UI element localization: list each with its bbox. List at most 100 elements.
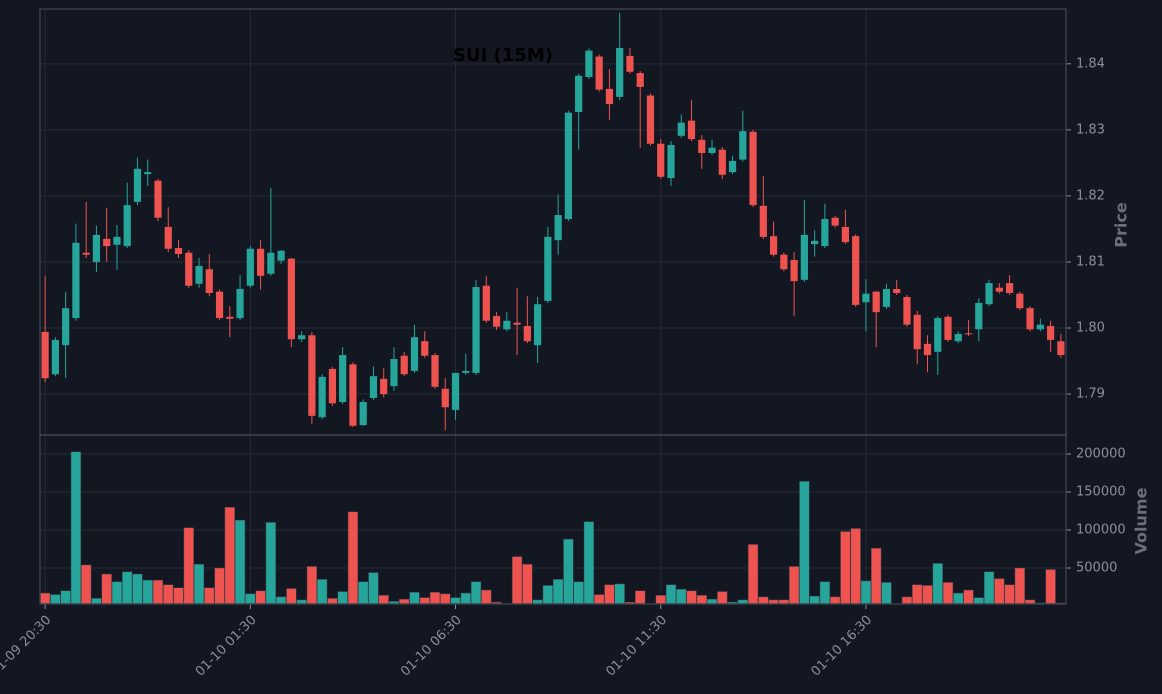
volume-bar xyxy=(655,595,666,605)
candle-body xyxy=(626,55,634,72)
candle-body xyxy=(339,355,347,402)
candle-body xyxy=(769,236,778,255)
candle-body xyxy=(821,219,829,247)
y-tick-label: 1.83 xyxy=(1076,122,1105,137)
y-tick-label: 1.81 xyxy=(1076,254,1105,269)
volume-bar xyxy=(850,528,861,605)
candle-body xyxy=(749,131,757,206)
volume-bar xyxy=(440,593,451,605)
volume-bar xyxy=(542,585,554,605)
volume-bar xyxy=(676,589,687,605)
candle-body xyxy=(708,147,716,153)
y-axis-label: Price xyxy=(1112,202,1131,248)
y-tick-label: 1.82 xyxy=(1076,188,1105,203)
candle-body xyxy=(944,316,952,340)
candle-body xyxy=(1047,326,1055,340)
candle-body xyxy=(492,316,501,327)
volume-bar xyxy=(583,521,595,605)
volume-bar xyxy=(563,538,574,605)
candle-body xyxy=(174,248,183,255)
volume-bar xyxy=(358,581,369,605)
candle-body xyxy=(790,259,798,282)
volume-bar xyxy=(173,587,184,605)
volume-bar xyxy=(91,598,102,605)
volume-bar xyxy=(265,522,277,605)
candle-body xyxy=(195,265,203,284)
volume-bar xyxy=(953,592,964,605)
candle-body xyxy=(687,120,696,140)
y-tick-label: 1.80 xyxy=(1076,321,1105,336)
candle-body xyxy=(133,168,142,202)
candle-body xyxy=(667,145,675,179)
candle-body xyxy=(144,172,152,175)
candle-body xyxy=(1036,324,1044,330)
volume-bar xyxy=(152,579,164,605)
volume-bar xyxy=(214,567,225,605)
volume-bar xyxy=(994,578,1005,605)
volume-bar xyxy=(255,590,266,605)
volume-bar xyxy=(245,593,256,605)
candle-body xyxy=(51,339,59,375)
candle-body xyxy=(646,95,655,144)
candle-body xyxy=(62,308,70,346)
candle-body xyxy=(759,205,767,237)
volume-bar xyxy=(275,596,287,605)
volume-panel-frame xyxy=(39,434,1067,605)
candle-body xyxy=(421,341,429,356)
candle-body xyxy=(739,131,747,160)
candle-body xyxy=(872,291,880,313)
candle-body xyxy=(103,238,111,247)
volume-bar xyxy=(922,585,933,605)
volume-bar xyxy=(183,527,194,605)
volume-bar xyxy=(860,580,872,605)
candle-body xyxy=(718,149,726,175)
candle-body xyxy=(82,252,90,255)
volume-bar xyxy=(347,511,359,605)
volume-bar xyxy=(686,590,697,605)
volume-bar xyxy=(932,563,943,605)
volume-bar xyxy=(983,571,995,605)
candle-body xyxy=(595,56,603,90)
volume-tick-label: 100000 xyxy=(1076,522,1126,537)
candle-body xyxy=(554,215,562,241)
candle-body xyxy=(215,291,224,319)
candle-body xyxy=(964,333,973,335)
volume-bar xyxy=(163,584,174,605)
candle-body xyxy=(564,112,572,220)
volume-bar xyxy=(460,592,471,605)
candle-body xyxy=(410,337,419,371)
candle-body xyxy=(390,359,398,387)
candle-body xyxy=(462,370,470,373)
candle-body xyxy=(205,269,213,293)
candle-body xyxy=(934,318,942,352)
volume-bar xyxy=(111,581,123,605)
candle-body xyxy=(349,364,357,426)
candle-body xyxy=(92,234,101,262)
volume-bar xyxy=(409,592,420,605)
candle-body xyxy=(298,335,306,340)
volume-bar xyxy=(50,594,61,605)
volume-bar xyxy=(552,579,564,605)
candle-body xyxy=(923,343,932,356)
y-tick-label: 1.84 xyxy=(1076,56,1105,71)
candle-body xyxy=(400,355,408,375)
volume-bar xyxy=(317,579,328,605)
candle-body xyxy=(503,320,511,330)
candle-body xyxy=(431,355,439,387)
volume-bar xyxy=(942,582,954,605)
volume-bar xyxy=(193,563,205,605)
volume-bar xyxy=(327,598,338,605)
candle-body xyxy=(616,47,624,97)
volume-bar xyxy=(306,566,318,605)
candle-body xyxy=(636,73,644,87)
volume-bar xyxy=(696,595,707,605)
candle-body xyxy=(359,401,367,426)
candle-body xyxy=(544,236,552,301)
candle-body xyxy=(985,283,993,305)
volume-bar xyxy=(871,547,882,605)
candle-body xyxy=(1005,283,1014,293)
volume-bar xyxy=(224,506,235,605)
candle-body xyxy=(975,302,983,330)
volume-bar xyxy=(1004,584,1015,605)
